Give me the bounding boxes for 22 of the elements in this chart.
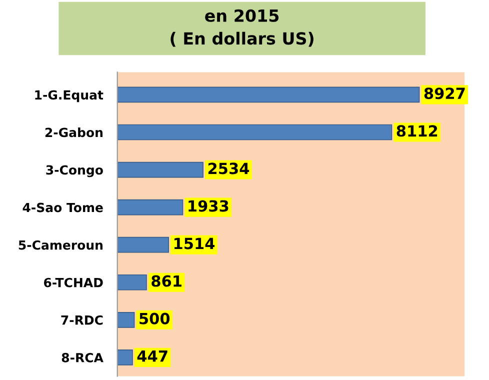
data-label: 447 xyxy=(137,350,168,362)
data-label: 1933 xyxy=(188,200,228,212)
bar xyxy=(117,274,147,290)
y-tick-label: 2-Gabon xyxy=(45,128,102,138)
y-tick-label: 3-Congo xyxy=(46,165,103,178)
chart-subtitle: ( En dollars US) xyxy=(170,32,314,47)
y-tick-label: 4-Sao Tome xyxy=(22,202,103,212)
data-label: 8112 xyxy=(396,125,438,137)
bar xyxy=(117,236,169,253)
data-label: 8927 xyxy=(424,88,465,100)
y-tick-label: 1-G.Equat xyxy=(35,90,104,102)
data-label: 500 xyxy=(140,312,170,324)
data-label: 861 xyxy=(152,275,182,287)
chart-title: en 2015 xyxy=(205,9,279,22)
y-tick-label: 7-RDC xyxy=(61,315,103,325)
data-label: 1514 xyxy=(174,238,215,250)
data-label: 2534 xyxy=(208,162,250,174)
y-tick-label: 8-RCA xyxy=(62,352,104,362)
y-tick-label: 5-Cameroun xyxy=(18,240,102,250)
y-tick-label: 6-TCHAD xyxy=(44,278,103,288)
bar xyxy=(117,162,204,178)
bar xyxy=(117,350,133,366)
